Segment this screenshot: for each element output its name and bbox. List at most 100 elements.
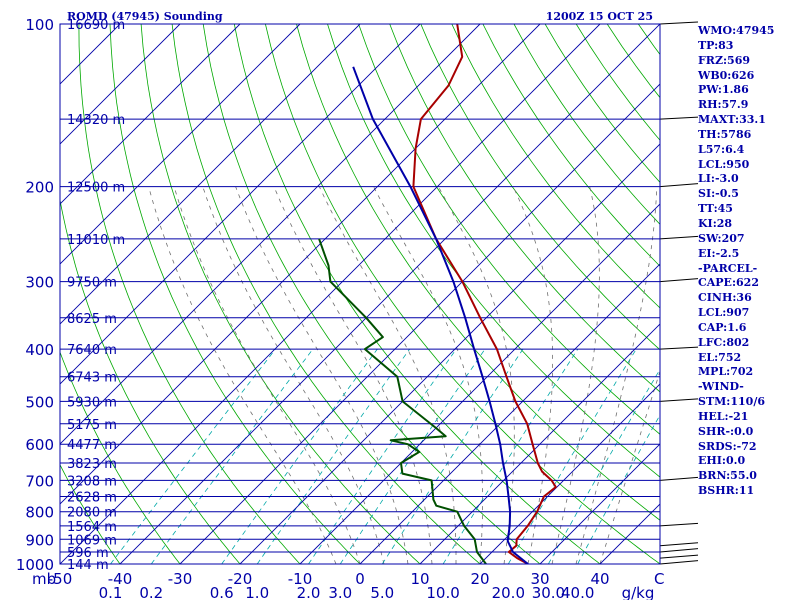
height-label: 2080 m bbox=[67, 506, 117, 521]
stat-line: LI:-3.0 bbox=[698, 172, 739, 186]
chart-title-station: ROMD (47945) Sounding bbox=[67, 10, 223, 23]
isotherm-line bbox=[179, 83, 660, 564]
mixing-ratio-unit-label: g/kg bbox=[622, 584, 655, 600]
pressure-tick-label: 1000 bbox=[16, 556, 54, 574]
temperature-tick-label: -30 bbox=[168, 570, 193, 588]
height-label: 5930 m bbox=[67, 395, 117, 410]
isotherm-line bbox=[60, 24, 541, 505]
stat-line: MPL:702 bbox=[698, 365, 754, 379]
pressure-tick-label: 800 bbox=[25, 504, 54, 522]
stat-line: TP:83 bbox=[698, 38, 734, 52]
stat-line: TH:5786 bbox=[698, 127, 752, 141]
stat-line: EHI:0.0 bbox=[698, 454, 746, 468]
wind-barb bbox=[659, 235, 699, 240]
pressure-tick-label: 300 bbox=[25, 274, 54, 292]
stat-line: WB0:626 bbox=[698, 68, 755, 82]
isotherm-line bbox=[419, 323, 660, 564]
height-label: 8625 m bbox=[67, 312, 117, 327]
temperature-tick-label: 30 bbox=[530, 570, 549, 588]
isobars bbox=[60, 23, 660, 565]
temperature-unit-label: C bbox=[654, 570, 664, 588]
isotherms bbox=[60, 24, 660, 564]
mixing-ratio-label: 40.0 bbox=[561, 584, 594, 600]
height-label: 9750 m bbox=[67, 276, 117, 291]
isotherm-line bbox=[239, 143, 660, 564]
stat-line: PW:1.86 bbox=[698, 83, 749, 97]
stat-line: BSHR:11 bbox=[698, 484, 755, 498]
pressure-tick-label: 400 bbox=[25, 341, 54, 359]
height-label: 144 m bbox=[67, 558, 109, 573]
temperature-tick-label: -40 bbox=[108, 570, 133, 588]
parcel-profile-line bbox=[352, 66, 529, 564]
stat-line: SW:207 bbox=[698, 231, 745, 245]
height-label: 5175 m bbox=[67, 418, 117, 433]
height-label: 1069 m bbox=[67, 533, 117, 548]
stat-line: BRN:55.0 bbox=[698, 469, 757, 483]
pressure-tick-label: 600 bbox=[25, 436, 54, 454]
wind-barb bbox=[659, 476, 699, 481]
mixing-ratio-label: 0.6 bbox=[210, 584, 234, 600]
wind-barb bbox=[659, 522, 699, 527]
stat-line: EI:-2.5 bbox=[698, 246, 740, 260]
stats-panel: WMO:47945 TP:83 FRZ:569 WB0:626 PW:1.86 RH:57… bbox=[698, 24, 800, 499]
isotherm-line bbox=[60, 24, 361, 325]
stat-line: MAXT:33.1 bbox=[698, 113, 766, 127]
mixing-ratio-label: 20.0 bbox=[492, 584, 525, 600]
pressure-tick-labels: 1000 900 800 700 600 500 400 300 200 100 bbox=[16, 16, 54, 574]
wind-barb bbox=[659, 560, 699, 565]
wind-barb bbox=[659, 398, 699, 402]
stat-line: TT:45 bbox=[698, 202, 733, 216]
temperature-tick-label: 20 bbox=[470, 570, 489, 588]
mixing-ratio-label: 0.1 bbox=[99, 584, 123, 600]
isotherm-line bbox=[60, 24, 181, 145]
stat-line: WMO:47945 bbox=[698, 24, 775, 37]
isotherm-line bbox=[60, 24, 421, 385]
height-label: 4477 m bbox=[67, 438, 117, 453]
stat-line: LCL:950 bbox=[698, 157, 750, 171]
pressure-tick-label: 700 bbox=[25, 472, 54, 490]
data-series bbox=[318, 24, 557, 564]
stat-line: CAPE:622 bbox=[698, 276, 759, 290]
stat-line: SHR-:0.0 bbox=[698, 424, 754, 438]
temperature-tick-label: -50 bbox=[48, 570, 73, 588]
height-label: 16690 m bbox=[67, 18, 125, 33]
stat-line: EL:752 bbox=[698, 350, 742, 364]
wind-barb bbox=[659, 21, 699, 25]
dewpoint-profile-line bbox=[318, 238, 487, 564]
moist-adiabat-line bbox=[551, 186, 600, 564]
wind-barb bbox=[659, 548, 699, 553]
temperature-tick-label: 40 bbox=[590, 570, 609, 588]
height-label: 12500 m bbox=[67, 181, 125, 196]
stat-line: -PARCEL- bbox=[698, 261, 758, 275]
stat-line: STM:110/6 bbox=[698, 395, 765, 409]
mixing-ratio-label: 30.0 bbox=[532, 584, 565, 600]
stat-line: CINH:36 bbox=[698, 291, 752, 305]
wind-barb bbox=[659, 542, 699, 547]
height-label: 596 m bbox=[67, 546, 109, 561]
stat-line: LFC:802 bbox=[698, 335, 750, 349]
mixing-ratio-labels: 0.1 0.2 0.6 1.0 2.0 3.0 5.0 10.0 20.0 30.040.0 bbox=[99, 584, 595, 600]
height-label: 11010 m bbox=[67, 233, 125, 248]
stat-line: SRDS:-72 bbox=[698, 439, 757, 453]
isotherm-line bbox=[479, 383, 660, 564]
stat-line: SI:-0.5 bbox=[698, 187, 739, 201]
isotherm-line bbox=[60, 24, 301, 265]
temperature-tick-label: -10 bbox=[288, 570, 313, 588]
mixing-ratio-label: 3.0 bbox=[328, 584, 352, 600]
stat-line: -WIND- bbox=[698, 380, 744, 394]
pressure-tick-label: 900 bbox=[25, 531, 54, 549]
temperature-profile-line bbox=[412, 24, 557, 564]
mixing-ratio-label: 2.0 bbox=[297, 584, 321, 600]
plot-frame bbox=[59, 23, 661, 565]
isotherm-line bbox=[359, 263, 660, 564]
temperature-tick-label: 0 bbox=[355, 570, 365, 588]
height-label: 2628 m bbox=[67, 491, 117, 506]
isotherm-line bbox=[299, 203, 660, 564]
wind-barbs bbox=[659, 21, 699, 565]
stat-line: FRZ:569 bbox=[698, 53, 751, 67]
plot-background bbox=[60, 24, 660, 564]
height-label: 7640 m bbox=[67, 343, 117, 358]
pressure-tick-label: 500 bbox=[25, 393, 54, 411]
